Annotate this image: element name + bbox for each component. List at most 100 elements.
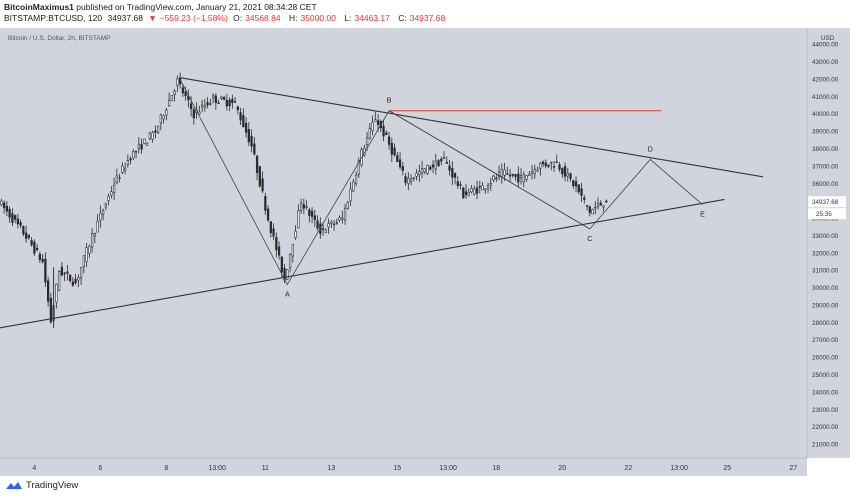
candle-body [46,280,50,302]
y-tick-label: 26000.00 [812,355,839,362]
author-name[interactable]: BitcoinMaximus1 [4,2,74,12]
candle-body [96,220,99,233]
x-tick-label: 25 [723,465,731,472]
candle-body [398,159,402,168]
x-tick-label: 13:00 [439,465,457,472]
candle-body [104,203,107,208]
y-tick-label: 23000.00 [812,407,839,414]
candle-body [473,188,476,195]
candle-body [22,226,25,235]
candle-body [407,177,410,184]
y-tick-label: 37000.00 [812,163,839,170]
candle-body [539,162,542,169]
y-tick-label: 30000.00 [812,285,839,292]
currency-label: USD [821,35,835,42]
candle-body [90,233,94,248]
chart-plot-area[interactable] [0,28,807,458]
symbol-label: BITSTAMP:BTCUSD, 120 [4,13,103,23]
open-label: O: 34568.84 [233,13,281,23]
candle-body [442,157,446,159]
candle-body [374,119,377,122]
candle-body [214,95,217,103]
candle-body [68,274,72,282]
x-tick-label: 15 [393,465,401,472]
chart-footer: TradingView [0,476,850,496]
candle-body [591,209,594,215]
candle-body [19,222,22,226]
candle-body [503,169,506,176]
candle-body [536,169,539,172]
x-tick-label: 13 [327,465,335,472]
candle-body [71,281,74,286]
candle-body [239,112,242,121]
time-axis[interactable] [0,458,807,476]
candle-body [203,105,206,108]
x-tick-label: 8 [164,465,168,472]
candle-body [2,202,6,209]
candle-body [445,161,448,164]
candle-body [602,205,605,208]
candle-body [154,130,157,133]
candle-body [368,128,371,139]
candle-body [541,161,545,165]
candle-body [459,184,462,186]
chart-header: BitcoinMaximus1 published on TradingView… [0,0,850,28]
candle-body [280,256,283,273]
candle-body [566,172,569,177]
last-price: 34937.68 [107,13,143,23]
price-chart[interactable]: Bitcoin / U.S. Dollar, 2h, BITSTAMP USD … [0,28,850,476]
candle-body [588,206,591,213]
candle-body [525,175,528,180]
tradingview-logo[interactable]: TradingView [6,480,78,491]
candle-body [605,200,608,203]
y-tick-label: 25000.00 [812,372,839,379]
candle-body [244,122,248,133]
candle-body [352,181,355,192]
candle-body [451,168,454,178]
candle-body [198,111,201,115]
candle-body [561,168,564,175]
candle-body [107,195,110,201]
candle-body [132,150,135,159]
candle-body [489,183,492,186]
candle-body [49,297,52,323]
price-tag: 34937.68 25:35 [808,196,846,220]
price-axis[interactable] [807,28,850,458]
ohlc-line: BITSTAMP:BTCUSD, 120 34937.68 ▼ −559.23 (… [4,13,451,23]
candle-body [77,277,80,281]
drawings [0,77,764,329]
candle-body [266,208,270,221]
candle-body [63,272,66,275]
candle-body [453,173,457,178]
candle-body [173,90,176,95]
candle-body [44,258,47,283]
candle-body [206,102,209,106]
candle-body [418,171,421,176]
x-tick-label: 27 [789,465,797,472]
tradingview-logo-icon [6,481,22,489]
candle-body [519,175,523,178]
candle-body [148,132,151,140]
b-c-line [388,110,590,230]
candle-body [423,168,426,173]
candle-body [467,192,470,197]
candle-body [57,271,61,291]
candle-body [233,101,237,103]
candle-body [341,217,344,220]
candle-body [269,221,272,233]
candle-body [412,177,415,179]
candle-body [550,161,553,164]
candle-body [409,178,413,183]
candle-body [217,102,220,104]
y-tick-label: 28000.00 [812,320,839,327]
candle-body [145,142,149,146]
candle-body [275,237,278,251]
candle-body [330,221,333,224]
candle-body [5,205,8,212]
candle-body [335,222,338,224]
candle-body [165,109,168,116]
candle-body [247,129,250,143]
close-label: C: 34937.68 [398,13,446,23]
candle-body [594,206,597,209]
candle-body [115,175,118,184]
